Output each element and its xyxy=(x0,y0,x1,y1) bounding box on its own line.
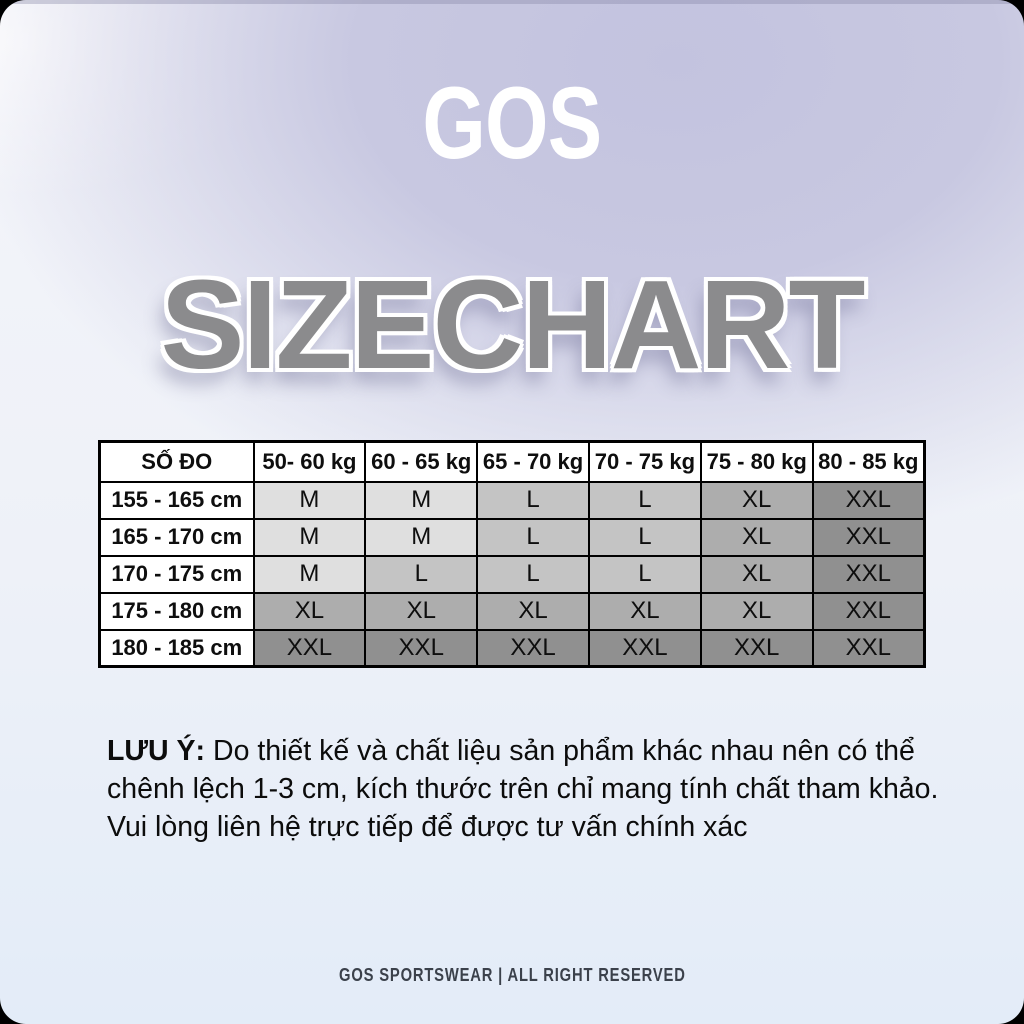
size-cell: L xyxy=(587,517,702,557)
size-cell: L xyxy=(587,480,702,520)
size-cell: XL xyxy=(699,480,814,520)
size-cell: XL xyxy=(699,517,814,557)
size-cell: XL xyxy=(699,554,814,594)
size-cell: M xyxy=(364,480,479,520)
size-cell: XXL xyxy=(252,628,367,668)
size-cell: XXL xyxy=(699,628,814,668)
brand-logo: GOS xyxy=(0,72,1024,174)
footer: GOS SPORTSWEAR | ALL RIGHT RESERVED xyxy=(0,965,1024,986)
column-header: 65 - 70 kg xyxy=(476,440,590,483)
brand-logo-text: GOS xyxy=(422,66,603,180)
size-cell: XXL xyxy=(364,628,479,668)
table-header-row: SỐ ĐO 50- 60 kg 60 - 65 kg 65 - 70 kg 70 - 7… xyxy=(98,440,926,483)
size-cell: XXL xyxy=(587,628,702,668)
column-header: 50- 60 kg xyxy=(252,440,367,483)
size-cell: M xyxy=(364,517,479,557)
size-cell: XXL xyxy=(811,517,926,557)
table-header: SỐ ĐO 50- 60 kg 60 - 65 kg 65 - 70 kg 70 - 7… xyxy=(98,440,926,483)
table-body: 155 - 165 cm M M L L XL XXL 165 - 170 cm M M L L XL X… xyxy=(98,480,926,668)
table-row: 155 - 165 cm M M L L XL XXL xyxy=(98,480,926,520)
column-header: 60 - 65 kg xyxy=(364,440,479,483)
note-text: LƯU Ý: Do thiết kế và chất liệu sản phẩm… xyxy=(107,732,939,847)
size-cell: L xyxy=(476,517,590,557)
table-row: 170 - 175 cm M L L L XL XXL xyxy=(98,554,926,594)
size-cell: XXL xyxy=(811,554,926,594)
note-label: LƯU Ý: xyxy=(107,735,206,767)
size-cell: XL xyxy=(699,591,814,631)
note-body: Do thiết kế và chất liệu sản phẩm khác n… xyxy=(107,735,939,844)
size-cell: XL xyxy=(252,591,367,631)
size-cell: XXL xyxy=(811,591,926,631)
size-cell: L xyxy=(476,480,590,520)
row-label: 175 - 180 cm xyxy=(98,591,255,631)
top-edge-strip xyxy=(0,0,1024,4)
row-label: 165 - 170 cm xyxy=(98,517,255,557)
size-cell: M xyxy=(252,480,367,520)
column-header: SỐ ĐO xyxy=(98,440,255,483)
row-label: 155 - 165 cm xyxy=(98,480,255,520)
size-cell: XXL xyxy=(811,480,926,520)
footer-text: GOS SPORTSWEAR | ALL RIGHT RESERVED xyxy=(338,965,686,985)
size-cell: XXL xyxy=(811,628,926,668)
row-label: 170 - 175 cm xyxy=(98,554,255,594)
column-header: 80 - 85 kg xyxy=(811,440,926,483)
table-row: 175 - 180 cm XL XL XL XL XL XXL xyxy=(98,591,926,631)
size-cell: XXL xyxy=(476,628,590,668)
page-title: SIZECHART xyxy=(160,254,866,395)
column-header: 75 - 80 kg xyxy=(699,440,814,483)
size-cell: L xyxy=(476,554,590,594)
size-cell: XL xyxy=(476,591,590,631)
size-cell: L xyxy=(587,554,702,594)
column-header: 70 - 75 kg xyxy=(587,440,702,483)
table-row: 165 - 170 cm M M L L XL XXL xyxy=(98,517,926,557)
row-label: 180 - 185 cm xyxy=(98,628,255,668)
size-cell: XL xyxy=(587,591,702,631)
size-cell: XL xyxy=(364,591,479,631)
size-cell: M xyxy=(252,517,367,557)
size-chart-table: SỐ ĐO 50- 60 kg 60 - 65 kg 65 - 70 kg 70 - 7… xyxy=(98,440,926,668)
size-cell: M xyxy=(252,554,367,594)
size-cell: L xyxy=(364,554,479,594)
table-row: 180 - 185 cm XXL XXL XXL XXL XXL XXL xyxy=(98,628,926,668)
